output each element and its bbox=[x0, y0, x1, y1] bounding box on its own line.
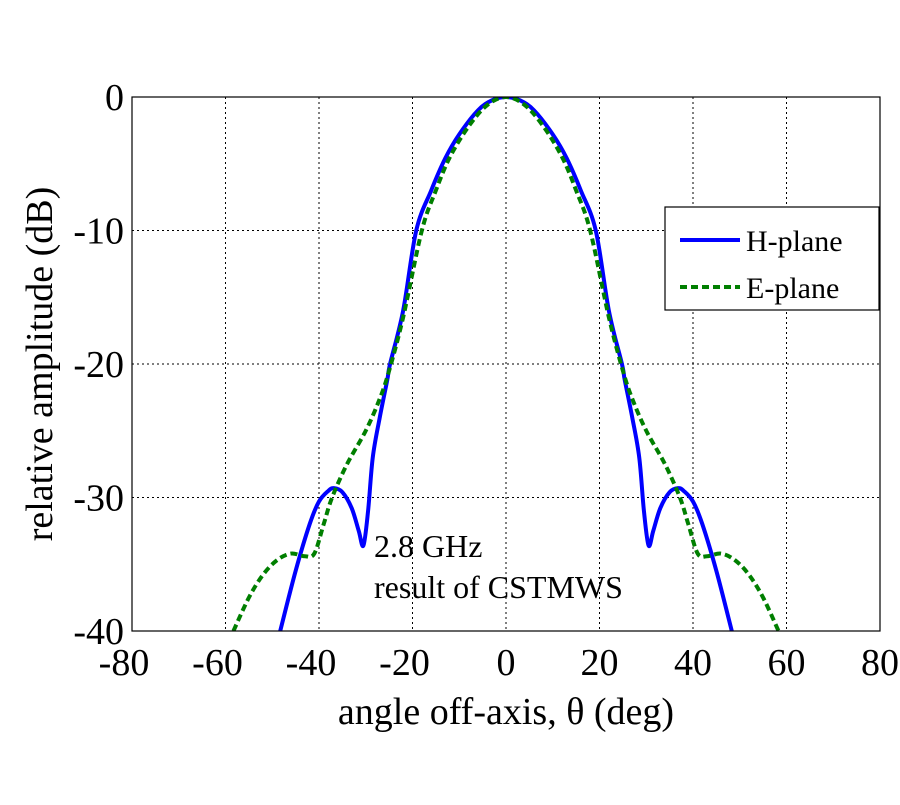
x-tick-label: 60 bbox=[768, 642, 806, 684]
x-tick-label: -40 bbox=[286, 642, 337, 684]
x-tick-label: 40 bbox=[674, 642, 712, 684]
y-tick-label: -20 bbox=[73, 344, 124, 386]
series-line-e-plane bbox=[231, 97, 781, 631]
x-tick-labels: -80 -60 -40 -20 0 20 40 60 80 bbox=[99, 642, 899, 684]
y-tick-label: -10 bbox=[73, 211, 124, 253]
series-lines bbox=[231, 97, 781, 631]
x-tick-label: 20 bbox=[581, 642, 619, 684]
legend-label-e-plane: E-plane bbox=[746, 272, 839, 305]
y-axis-label: relative amplitude (dB) bbox=[19, 187, 61, 542]
legend: H-plane E-plane bbox=[664, 206, 880, 311]
series-line-h-plane bbox=[278, 97, 734, 631]
y-tick-label: 0 bbox=[105, 77, 124, 119]
legend-label-h-plane: H-plane bbox=[746, 225, 843, 258]
legend-box bbox=[664, 206, 880, 311]
y-tick-labels: 0 -10 -20 -30 -40 bbox=[73, 77, 124, 653]
annotation-frequency: 2.8 GHz bbox=[374, 528, 482, 564]
plot-frame bbox=[131, 96, 881, 632]
annotation-source: result of CSTMWS bbox=[374, 569, 623, 605]
x-tick-label: -60 bbox=[192, 642, 243, 684]
x-tick-label: -80 bbox=[99, 642, 150, 684]
y-tick-label: -30 bbox=[73, 478, 124, 520]
x-tick-label: 80 bbox=[861, 642, 899, 684]
x-tick-label: -20 bbox=[379, 642, 430, 684]
y-tick-label: -40 bbox=[73, 611, 124, 653]
x-axis-label: angle off-axis, θ (deg) bbox=[338, 691, 674, 733]
x-tick-label: 0 bbox=[497, 642, 516, 684]
